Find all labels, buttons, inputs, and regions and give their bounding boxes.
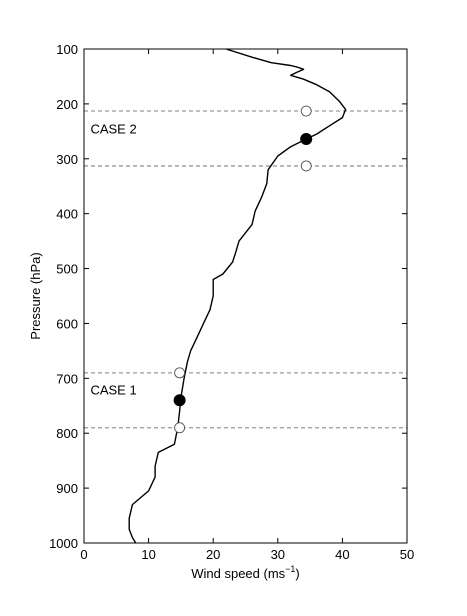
x-axis-ticks: 0 10 20 30 40 50 (80, 49, 414, 562)
open-marker-2 (300, 160, 312, 172)
y-tick-label-200: 200 (56, 97, 78, 112)
x-tick-label-30: 30 (271, 547, 285, 562)
y-tick-label-100: 100 (56, 42, 78, 57)
x-axis-label-suffix: ) (295, 566, 299, 581)
open-marker-3 (174, 367, 186, 379)
annotations: CASE 2 CASE 1 (90, 122, 136, 398)
open-marker-5 (174, 422, 186, 434)
y-tick-label-400: 400 (56, 207, 78, 222)
x-tick-label-0: 0 (80, 547, 87, 562)
case-annotation-1: CASE 2 (90, 122, 136, 137)
plot-frame (83, 48, 408, 544)
wind-profile-line (128, 48, 347, 544)
case-lines (84, 110, 407, 429)
x-tick-label-20: 20 (206, 547, 220, 562)
y-tick-label-900: 900 (56, 481, 78, 496)
y-tick-label-300: 300 (56, 152, 78, 167)
x-tick-label-50: 50 (400, 547, 414, 562)
y-tick-label-600: 600 (56, 316, 78, 331)
y-tick-label-1000: 1000 (49, 536, 78, 551)
profile-group (128, 48, 347, 544)
x-tick-label-40: 40 (335, 547, 349, 562)
markers (173, 105, 313, 434)
y-axis-ticks: 100 200 300 400 500 600 700 800 900 1000 (49, 42, 407, 551)
x-axis-label-exponent: −1 (285, 564, 295, 574)
y-tick-label-800: 800 (56, 426, 78, 441)
x-tick-label-10: 10 (141, 547, 155, 562)
filled-marker-4 (173, 394, 186, 407)
y-tick-label-700: 700 (56, 371, 78, 386)
open-marker-0 (300, 105, 312, 117)
filled-marker-1 (300, 133, 313, 146)
y-tick-label-500: 500 (56, 262, 78, 277)
y-axis-label: Pressure (hPa) (28, 252, 43, 339)
x-axis-label: Wind speed (ms−1) (191, 564, 300, 581)
case-annotation-2: CASE 1 (90, 382, 136, 397)
